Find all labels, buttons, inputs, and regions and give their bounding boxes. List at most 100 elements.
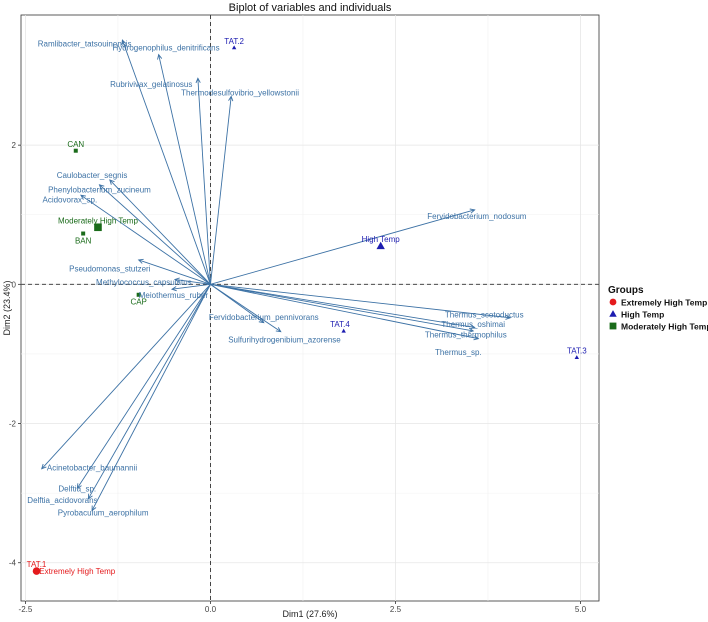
variable-arrowhead [76, 483, 82, 490]
group-center-label: Extremely High Temp [39, 567, 115, 576]
variable-arrowhead [91, 505, 97, 512]
variable-label: Hydrogenophilus_denitrificans [112, 44, 219, 53]
variable-arrow [76, 284, 211, 489]
individual-point [341, 328, 346, 333]
legend-key [609, 322, 617, 330]
variable-arrow [210, 283, 511, 319]
y-tick-label: -4 [9, 559, 17, 568]
variable-label: Acinetobacter_baumannii [47, 463, 138, 472]
variable-arrowhead [469, 324, 476, 330]
grid-lines [21, 15, 599, 601]
variable-label: Thermus_sp. [435, 348, 482, 357]
x-tick-label: 2.5 [390, 605, 402, 614]
variable-label: Methylococcus_capsulatus [96, 278, 192, 287]
group-center-point [32, 567, 41, 575]
individual-label: TAT.1 [27, 560, 47, 569]
variable-label: Meiothermus_ruber [139, 291, 209, 300]
variable-arrow [210, 283, 479, 340]
individual-point [231, 45, 237, 50]
variable-arrow [210, 283, 282, 333]
variable-arrow [87, 284, 211, 499]
group-center-label: Moderately High Temp [58, 216, 138, 225]
variable-arrowhead [258, 318, 265, 324]
variable-arrow [138, 259, 211, 285]
variable-arrowhead [137, 258, 144, 264]
individual-label: TAT.2 [224, 37, 244, 46]
variable-arrow [174, 279, 211, 285]
individual-label: TAT.3 [567, 346, 587, 355]
variable-arrowhead [87, 493, 93, 500]
variable-arrow [109, 179, 211, 285]
chart-title: Biplot of variables and individuals [229, 2, 392, 14]
legend-item-label: High Temp [621, 310, 664, 320]
group-center-point [94, 223, 102, 232]
variable-arrowhead [41, 463, 47, 470]
individual-point [574, 355, 579, 360]
variable-arrow [91, 284, 211, 511]
variable-arrowhead [195, 77, 201, 84]
legend: Groups Extremely High Temp High Temp Moder… [608, 285, 708, 332]
group-center-point [376, 241, 385, 250]
individual-point [136, 292, 141, 297]
variable-arrows [41, 39, 512, 512]
y-tick-label: 2 [12, 141, 17, 150]
variable-arrowhead [228, 95, 234, 102]
variable-arrowhead [275, 327, 282, 333]
legend-item-label: Extremely High Temp [621, 298, 707, 308]
x-axis-label: Dim1 (27.6%) [282, 609, 337, 619]
legend-key [609, 298, 617, 306]
variable-label: Phenylobacterium_zucineum [48, 186, 151, 195]
variable-label: Thermus_thermophilus [425, 330, 507, 339]
legend-key [609, 310, 617, 317]
variable-label: Delftia_sp. [58, 484, 96, 493]
variable-arrowhead [173, 277, 180, 283]
variable-arrow [210, 209, 475, 285]
legend-item-label: Moderately High Temp [621, 322, 708, 332]
variable-arrowhead [80, 194, 86, 200]
x-tick-label: -2.5 [19, 605, 33, 614]
individual-label: CAN [67, 140, 84, 149]
variable-label: Thermus_scotoductus [445, 310, 524, 319]
variable-label: Delftia_acidovorans [27, 496, 97, 505]
variable-arrow [210, 283, 475, 328]
variable-label: Rubrivivax_gelatinosus [110, 80, 192, 89]
variable-arrow [41, 284, 211, 470]
y-axis-label: Dim2 (23.4%) [2, 280, 12, 335]
individual-points [32, 45, 579, 575]
variable-arrowhead [505, 314, 512, 320]
individual-point [73, 148, 78, 153]
legend-title: Groups [608, 285, 644, 296]
variable-arrow [80, 194, 211, 285]
individual-label: BAN [75, 236, 92, 245]
variable-label: Pseudomonas_stutzeri [69, 264, 151, 273]
variable-arrow [158, 54, 211, 285]
individual-label: CAP [130, 298, 146, 307]
variable-arrow [99, 184, 211, 285]
variable-label: Thermodesulfovibrio_yellowstonii [181, 88, 299, 97]
y-tick-label: -2 [9, 420, 17, 429]
variable-arrowhead [469, 208, 476, 214]
variable-arrowhead [473, 335, 480, 341]
variable-arrow [210, 96, 232, 285]
variable-arrow [197, 78, 211, 285]
x-tick-label: 5.0 [575, 605, 587, 614]
variable-arrowhead [109, 179, 115, 185]
variable-label: Ramlibacter_tatsouinensis [38, 40, 132, 49]
variable-label: Acidovorax_sp. [42, 195, 97, 204]
variable-label: Caulobacter_segnis [57, 171, 128, 180]
variable-arrowhead [157, 53, 163, 60]
variable-label: Sulfurihydrogenibium_azorense [228, 335, 341, 344]
individual-label: TAT.4 [330, 320, 350, 329]
axes: -2.5 0.0 2.5 5.0 -4 -2 0 2 [9, 15, 599, 614]
y-tick-label: 0 [12, 280, 17, 289]
variable-arrowhead [121, 39, 127, 46]
variable-arrowhead [98, 184, 105, 190]
variable-arrow [121, 39, 211, 285]
variable-label: Fervidobacterium_nodosum [427, 212, 526, 221]
variable-arrow [210, 283, 474, 332]
plot-panel [20, 14, 600, 602]
variable-arrowhead [468, 327, 475, 333]
x-tick-label: 0.0 [205, 605, 217, 614]
variable-arrow [171, 283, 211, 290]
